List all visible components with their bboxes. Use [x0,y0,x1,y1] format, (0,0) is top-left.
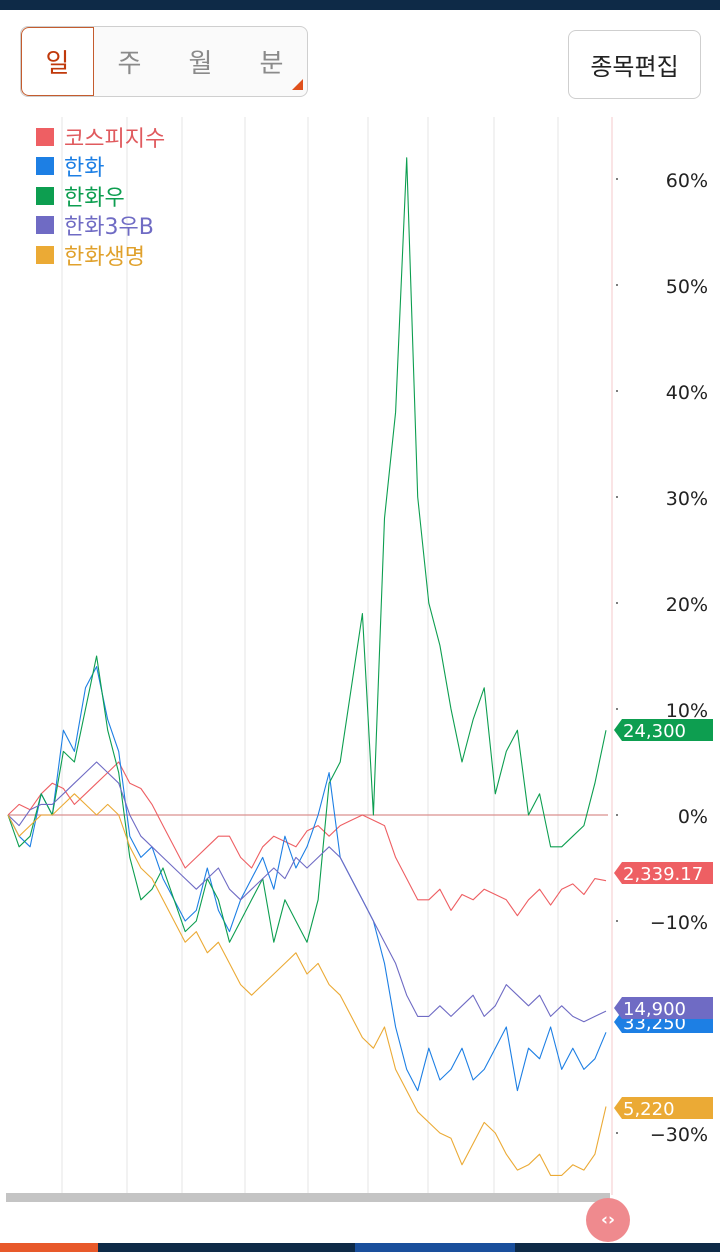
tab-minute-label: 분 [259,49,284,79]
chart-legend: 코스피지수 한화 한화우 한화3우B 한화생명 [36,122,165,270]
y-tick-mark [616,920,618,922]
legend-label: 한화우 [64,185,125,211]
y-tick-label: 20% [666,594,708,616]
period-tabs: 일 주 월 분 [20,26,308,97]
legend-item-kospi: 코스피지수 [36,122,165,152]
legend-item-hanwha-pref: 한화우 [36,181,165,211]
dropdown-corner-icon [292,79,303,90]
top-status-bar [0,0,720,10]
y-tick-mark [616,1132,618,1134]
y-tick-label: −10% [650,912,708,934]
legend-swatch [36,245,54,264]
y-tick-mark [616,496,618,498]
y-tick-mark [616,390,618,392]
y-tick-label: 10% [666,700,708,722]
legend-item-hanwha: 한화 [36,152,165,182]
y-tick-mark [616,814,618,816]
y-tick-label: −30% [650,1124,708,1146]
last-value-tag [614,862,713,884]
legend-label: 한화생명 [64,244,145,270]
legend-item-hanwha-3b: 한화3우B [36,211,165,241]
last-value-text: 2,339.17 [623,864,703,885]
legend-swatch [36,127,54,146]
y-tick-mark [616,708,618,710]
y-tick-label: 50% [666,276,708,298]
y-tick-mark [616,178,618,180]
navigator-track [6,1193,610,1202]
y-tick-label: 40% [666,382,708,404]
last-value-text: 24,300 [623,721,686,742]
legend-label: 한화3우B [64,215,154,241]
edit-stocks-button[interactable]: 종목편집 [568,30,701,99]
tab-minute[interactable]: 분 [236,27,307,96]
navigator-bar[interactable] [6,1193,610,1202]
series-line-한화 [7,666,607,1092]
navigator-handle-icon[interactable]: ‹› [586,1198,630,1242]
comparison-line-chart: 60%50%40%30%20%10%0%−10%−30% 33,25014,90… [6,117,713,1202]
last-value-text: 14,900 [623,999,686,1020]
bottom-bar-highlight [355,1243,515,1252]
series-line-한화생명 [7,793,607,1176]
bottom-nav-bar [0,1243,720,1252]
last-value-tag [614,1097,713,1119]
series-line-한화3우B [7,761,607,1023]
y-tick-label: 0% [678,806,708,828]
tab-week[interactable]: 주 [117,49,142,79]
tab-month[interactable]: 월 [188,49,213,79]
chart-grid [61,117,613,1195]
last-value-text: 5,220 [623,1099,675,1120]
last-value-tag [614,719,713,741]
y-tick-label: 30% [666,488,708,510]
y-tick-mark [616,602,618,604]
y-tick-label: 60% [666,170,708,192]
tab-day[interactable]: 일 [21,27,94,96]
bottom-bar-accent [0,1243,98,1252]
series-line-코스피지수 [7,761,607,917]
series-line-한화우 [7,157,607,943]
y-axis-ticks: 60% 50% 40% 30% 20% 10% 0% −10% −30% [616,170,708,1146]
y-tick-mark [616,284,618,286]
series-lines [7,157,607,1176]
legend-swatch [36,157,54,176]
legend-item-hanwha-life: 한화생명 [36,240,165,270]
last-value-tag [614,997,713,1019]
legend-label: 한화 [64,156,105,182]
legend-label: 코스피지수 [64,126,166,152]
legend-swatch [36,216,54,235]
legend-swatch [36,186,54,205]
